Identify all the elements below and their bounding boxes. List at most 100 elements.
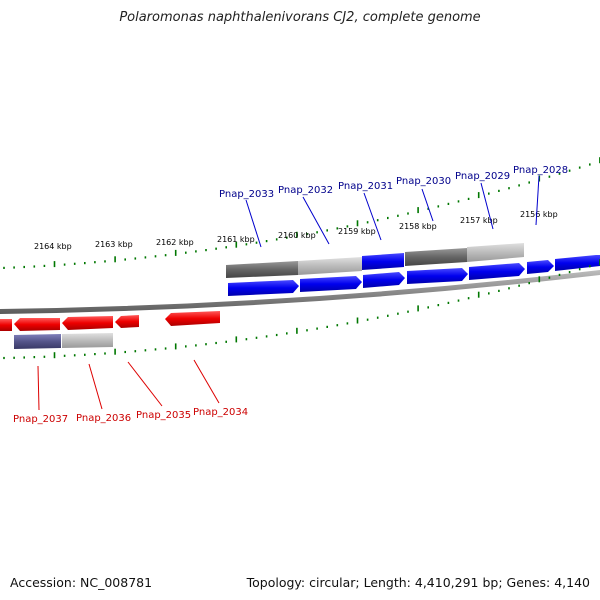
minor-tick <box>94 261 96 264</box>
major-tick <box>114 256 116 263</box>
major-tick <box>114 348 116 355</box>
leader-line <box>535 175 540 226</box>
gene-label-pnap-2033[interactable]: Pnap_2033 <box>219 189 274 200</box>
minor-tick <box>366 318 369 321</box>
minor-tick <box>336 227 339 230</box>
gene-arrow-prev[interactable] <box>0 319 12 331</box>
scale-label: 2156 kbp <box>520 210 558 219</box>
cds-segment-light <box>62 333 113 348</box>
scale-labels: 2164 kbp 2163 kbp 2162 kbp 2161 kbp 2160… <box>34 210 558 251</box>
scale-label: 2158 kbp <box>399 222 437 231</box>
leader-line <box>302 196 330 245</box>
minor-tick <box>558 273 561 276</box>
minor-tick <box>13 356 15 359</box>
gene-arrow-pnap-2037[interactable] <box>14 318 60 331</box>
minor-tick <box>548 276 551 279</box>
minor-tick <box>144 256 147 259</box>
gene-label-pnap-2037[interactable]: Pnap_2037 <box>13 414 68 425</box>
scale-label: 2164 kbp <box>34 242 72 251</box>
minor-tick <box>508 187 510 190</box>
reverse-gene-labels: Pnap_2037 Pnap_2036 Pnap_2035 Pnap_2034 <box>13 407 248 425</box>
minor-tick <box>346 225 349 228</box>
gene-arrow-pnap-2031[interactable] <box>363 272 405 288</box>
minor-tick <box>13 266 15 269</box>
minor-tick <box>286 236 288 239</box>
minor-tick <box>134 257 137 260</box>
scale-label: 2161 kbp <box>217 235 255 244</box>
minor-tick <box>43 355 46 358</box>
major-tick <box>53 352 56 359</box>
gene-arrow-pnap-2030[interactable] <box>407 268 468 284</box>
minor-tick <box>376 219 379 222</box>
minor-tick <box>73 354 76 357</box>
cds-segment-dark <box>405 248 467 266</box>
minor-tick <box>3 356 5 360</box>
gene-label-pnap-2028[interactable]: Pnap_2028 <box>513 165 568 176</box>
minor-tick <box>437 304 440 307</box>
minor-tick <box>498 189 500 192</box>
gene-label-pnap-2034[interactable]: Pnap_2034 <box>193 407 248 418</box>
gene-label-pnap-2030[interactable]: Pnap_2030 <box>396 176 451 187</box>
scale-ticks-upper <box>3 157 600 269</box>
gene-arrow-pnap-2036[interactable] <box>62 316 113 330</box>
major-tick <box>477 291 480 298</box>
minor-tick <box>164 254 167 257</box>
minor-tick <box>63 354 66 357</box>
minor-tick <box>558 172 561 175</box>
gene-arrow-pnap-2032[interactable] <box>300 276 362 292</box>
minor-tick <box>94 353 96 356</box>
minor-tick <box>73 262 76 265</box>
gene-arrow-pnap-2033[interactable] <box>228 280 299 296</box>
gene-arrow-pnap-2028[interactable] <box>527 260 554 274</box>
major-tick <box>296 327 298 334</box>
gene-arrow-pnap-2035[interactable] <box>115 315 139 328</box>
minor-tick <box>518 184 520 187</box>
minor-tick <box>437 205 440 208</box>
gene-label-pnap-2031[interactable]: Pnap_2031 <box>338 181 393 192</box>
minor-tick <box>316 231 318 234</box>
minor-tick <box>316 327 318 330</box>
minor-tick <box>306 233 308 236</box>
gene-arrow-next[interactable] <box>555 255 600 271</box>
gene-arrow-pnap-2029[interactable] <box>469 263 525 280</box>
minor-tick <box>154 255 157 258</box>
leader-line <box>37 365 40 411</box>
leader-line <box>193 359 220 404</box>
major-tick <box>356 317 359 324</box>
cds-segment-light <box>467 243 524 262</box>
minor-tick <box>568 169 571 172</box>
minor-tick <box>265 240 268 243</box>
minor-tick <box>225 246 227 249</box>
gene-arrow-pnap-2034[interactable] <box>165 311 220 326</box>
minor-tick <box>275 333 278 337</box>
minor-tick <box>578 166 581 169</box>
minor-tick <box>467 197 470 200</box>
cds-segment-dark <box>226 261 298 278</box>
reverse-leader-lines <box>37 359 220 411</box>
minor-tick <box>185 251 187 254</box>
minor-tick <box>255 241 258 244</box>
minor-tick <box>407 310 409 313</box>
minor-tick <box>508 287 510 290</box>
gene-label-pnap-2035[interactable]: Pnap_2035 <box>136 410 191 421</box>
gene-label-pnap-2032[interactable]: Pnap_2032 <box>278 185 333 196</box>
minor-tick <box>397 214 399 217</box>
minor-tick <box>33 356 36 359</box>
reverse-gene-arrows <box>0 311 220 331</box>
cds-segment-purple <box>14 334 61 349</box>
gene-label-pnap-2029[interactable]: Pnap_2029 <box>455 171 510 182</box>
minor-tick <box>528 181 530 184</box>
scale-ticks-lower <box>3 259 600 360</box>
minor-tick <box>23 265 25 269</box>
gene-label-pnap-2036[interactable]: Pnap_2036 <box>76 413 131 424</box>
accession-text: Accession: NC_008781 <box>10 575 153 590</box>
minor-tick <box>265 335 268 338</box>
major-tick <box>235 241 238 248</box>
minor-tick <box>346 322 349 325</box>
scale-label: 2160 kbp <box>278 231 316 240</box>
minor-tick <box>205 343 207 346</box>
minor-tick <box>306 329 308 332</box>
scale-label: 2159 kbp <box>338 227 376 236</box>
major-tick <box>235 336 238 343</box>
minor-tick <box>397 312 399 315</box>
